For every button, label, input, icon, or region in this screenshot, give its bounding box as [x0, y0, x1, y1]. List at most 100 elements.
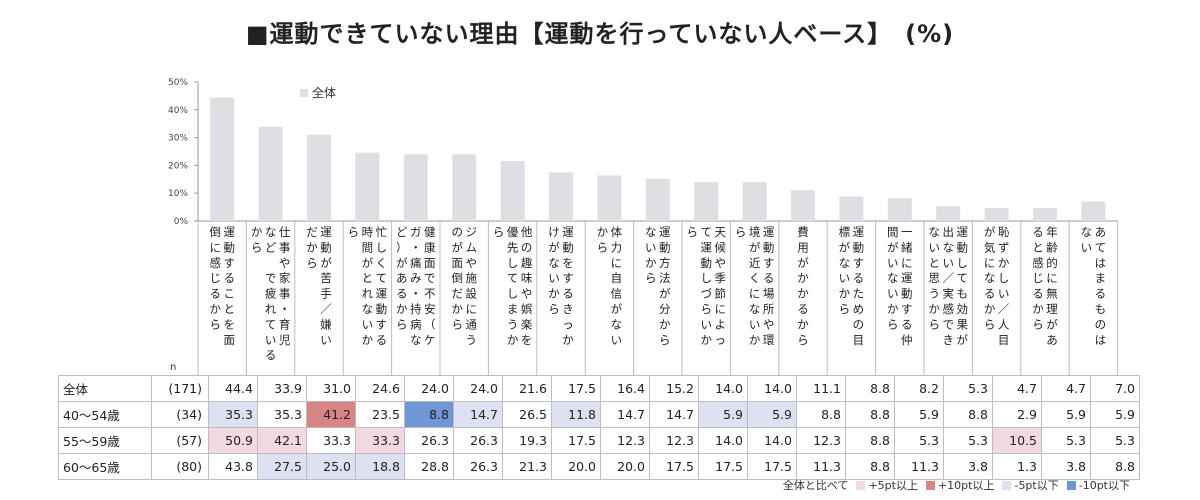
category-label-char: て — [956, 271, 968, 285]
category-label-char: す — [223, 256, 235, 270]
category-label-char: に — [209, 240, 221, 254]
category-label-char: ら — [735, 225, 747, 239]
table-cell: 21.6 — [502, 375, 552, 402]
category-label-char: に — [749, 287, 761, 301]
row-label: 55〜59歳 — [58, 427, 152, 454]
table-cell: 20.0 — [600, 453, 650, 480]
category-label-char: 動 — [376, 302, 388, 316]
category-label-char: て — [265, 317, 277, 331]
category-label-char: 楽 — [521, 317, 533, 331]
category-label-char: だ — [306, 225, 318, 239]
category-label-char: す — [562, 271, 574, 285]
table-cell: 26.3 — [453, 453, 503, 480]
table-cell: 43.8 — [208, 453, 258, 480]
category-label-char: 動 — [320, 240, 332, 254]
category-label-char: 味 — [521, 271, 533, 285]
table-cell: 26.3 — [404, 427, 454, 454]
category-label-char: づ — [700, 287, 712, 301]
category-label-char: よ — [714, 317, 726, 331]
category-label-char: か — [797, 287, 809, 301]
category-label-char: 感 — [209, 256, 221, 270]
category-label-char: 標 — [839, 225, 851, 239]
category-label-char: る — [901, 317, 913, 331]
category-label-char: が — [887, 240, 899, 254]
category-label-char: 運 — [853, 225, 865, 239]
legend: 全体と比べて +5pt以上 +10pt以上 -5pt以下 -10pt以下 — [783, 477, 1130, 493]
category-label-char: れ — [362, 287, 374, 301]
bar — [1081, 201, 1106, 221]
category-label-char: 出 — [942, 225, 954, 239]
category-label-char: か — [306, 240, 318, 254]
category-label-char: ら — [493, 225, 505, 239]
table-cell: 33.3 — [355, 427, 405, 454]
table-cell: 5.3 — [1090, 427, 1140, 454]
table-cell: 5.9 — [894, 401, 944, 428]
category-label-char: 節 — [714, 287, 726, 301]
bar — [984, 207, 1009, 221]
category-label-char: ら — [984, 317, 996, 331]
table-cell: 11.3 — [894, 453, 944, 480]
category-label-char: に — [465, 302, 477, 316]
category-label-char: 苦 — [320, 271, 332, 285]
category-label-char: し — [507, 256, 519, 270]
category-label-char: 自 — [611, 271, 623, 285]
category-label-char: い — [265, 333, 277, 347]
category-label-char: い — [887, 287, 899, 301]
legend-item: -10pt以下 — [1066, 477, 1130, 493]
category-label-char: に — [1046, 271, 1058, 285]
bar — [742, 182, 767, 221]
table-cell: 3.8 — [943, 453, 993, 480]
category-label-char: る — [376, 333, 388, 347]
category-label-char: を — [521, 333, 533, 347]
category-label-char: 季 — [714, 271, 726, 285]
category-label-char: ガ — [410, 225, 422, 239]
bar — [791, 190, 815, 221]
category-label-char: や — [465, 256, 477, 270]
table-cell: 7.0 — [1090, 375, 1140, 402]
category-label-char: と — [928, 256, 940, 270]
table-cell: 8.8 — [943, 401, 993, 428]
table-cell: 18.8 — [355, 453, 405, 480]
category-label-char: 境 — [749, 225, 761, 239]
category-label-char: 事 — [279, 287, 291, 301]
compare-label: 全体と比べて — [782, 479, 849, 492]
category-label-char: か — [251, 225, 263, 239]
table-cell: 10.5 — [992, 427, 1042, 454]
bar — [307, 134, 331, 221]
table-cell: 15.2 — [649, 375, 699, 402]
category-label-char: 恥 — [998, 225, 1010, 239]
category-label-char: る — [223, 271, 235, 285]
category-label-char: 間 — [887, 225, 899, 239]
category-label-char: 場 — [763, 287, 775, 301]
category-label-char: な — [265, 225, 277, 239]
bar — [839, 196, 864, 221]
category-label-char: で — [424, 271, 436, 285]
category-label-char: て — [507, 271, 519, 285]
category-label-char: ら — [348, 225, 360, 239]
table-cell: 24.0 — [453, 375, 503, 402]
bar — [597, 175, 622, 221]
table-cell: 8.2 — [894, 375, 944, 402]
category-label-char: る — [396, 287, 408, 301]
legend-item: +10pt以上 — [925, 477, 994, 493]
category-label-char: 実 — [942, 287, 954, 301]
category-label-char: 事 — [279, 240, 291, 254]
category-label-char: 持 — [410, 302, 422, 316]
category-label-char: 他 — [521, 225, 533, 239]
table-row: 全体 (171) 44.4 33.9 31.0 24.6 24.0 24.0 21.6 17.5 1… — [58, 375, 1140, 402]
category-label-char: な — [749, 302, 761, 316]
legend-swatch — [925, 480, 935, 490]
category-label-char: で — [942, 317, 954, 331]
category-label-char: い — [839, 271, 851, 285]
category-label-char: が — [1046, 317, 1058, 331]
category-label-char: し — [956, 256, 968, 270]
category-label-char: ／ — [998, 302, 1010, 316]
table-row: 40〜54歳 (34) 35.3 35.3 41.2 23.5 8.8 14.7 26.5 11.… — [58, 401, 1140, 428]
table-cell: 14.0 — [698, 427, 748, 454]
table-cell: 5.9 — [698, 401, 748, 428]
table-cell: 11.8 — [551, 401, 601, 428]
bar — [1033, 207, 1057, 221]
category-label-char: る — [1032, 225, 1044, 239]
y-tick-label: 20% — [168, 161, 188, 171]
bar — [500, 160, 525, 221]
